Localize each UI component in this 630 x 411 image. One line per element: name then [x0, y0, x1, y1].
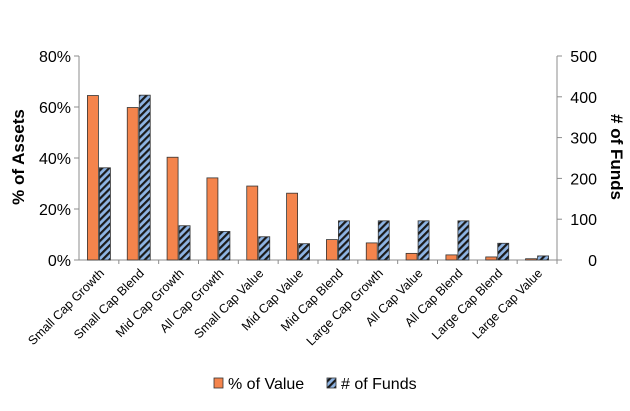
legend-label-pct-value: % of Value: [228, 376, 304, 393]
y-tick-right-label: 400: [570, 90, 597, 107]
bar-num-funds: [457, 220, 470, 261]
y-tick-left-label: 40%: [39, 151, 71, 168]
bar-pct-value: [525, 258, 537, 261]
bar-num-funds: [298, 243, 310, 261]
bar-num-funds: [218, 231, 231, 261]
legend-swatch-num-funds: [326, 377, 337, 389]
bar-pct-value: [246, 185, 259, 261]
bar-num-funds: [178, 225, 191, 261]
x-category-label: Mid Cap Growth: [113, 266, 187, 340]
bar-pct-value: [365, 242, 378, 261]
bar-pct-value: [445, 254, 458, 261]
bar-pct-value: [405, 252, 418, 261]
legend-label-num-funds: # of Funds: [341, 376, 417, 393]
y-tick-right-label: 300: [570, 131, 597, 148]
y-tick-left-label: 60%: [39, 100, 71, 117]
y-axis-right-title: # of Funds: [607, 114, 626, 200]
legend-swatch-pct-value: [213, 377, 224, 389]
y-tick-left-label: 0%: [48, 253, 71, 270]
bar-pct-value: [126, 107, 139, 261]
bar-num-funds: [537, 255, 549, 261]
bar-num-funds: [99, 167, 111, 261]
legend: % of Value # of Funds: [213, 376, 417, 393]
bar-num-funds: [377, 220, 390, 261]
bar-num-funds: [417, 220, 430, 261]
y-tick-right-label: 0: [588, 253, 597, 270]
x-category-label: Large Cap Value: [470, 266, 546, 342]
y-tick-left-label: 20%: [39, 202, 71, 219]
bar-num-funds: [138, 94, 151, 261]
y-axis-left-title: % of Assets: [9, 109, 28, 205]
x-category-label: Small Cap Blend: [71, 266, 147, 342]
y-tick-right-label: 500: [570, 49, 597, 66]
y-tick-right-label: 100: [570, 212, 597, 229]
bar-pct-value: [485, 256, 498, 261]
y-tick-left-label: 80%: [39, 49, 71, 66]
bar-pct-value: [326, 239, 338, 261]
bar-pct-value: [286, 192, 298, 261]
bar-num-funds: [338, 220, 350, 261]
bar-num-funds: [258, 236, 271, 261]
bar-pct-value: [87, 95, 99, 261]
y-tick-right-label: 200: [570, 171, 597, 188]
bar-num-funds: [497, 242, 510, 261]
x-category-label: Small Cap Value: [191, 266, 266, 341]
bar-pct-value: [166, 156, 179, 261]
x-category-label: Large Cap Blend: [429, 266, 505, 342]
bar-pct-value: [206, 177, 219, 261]
